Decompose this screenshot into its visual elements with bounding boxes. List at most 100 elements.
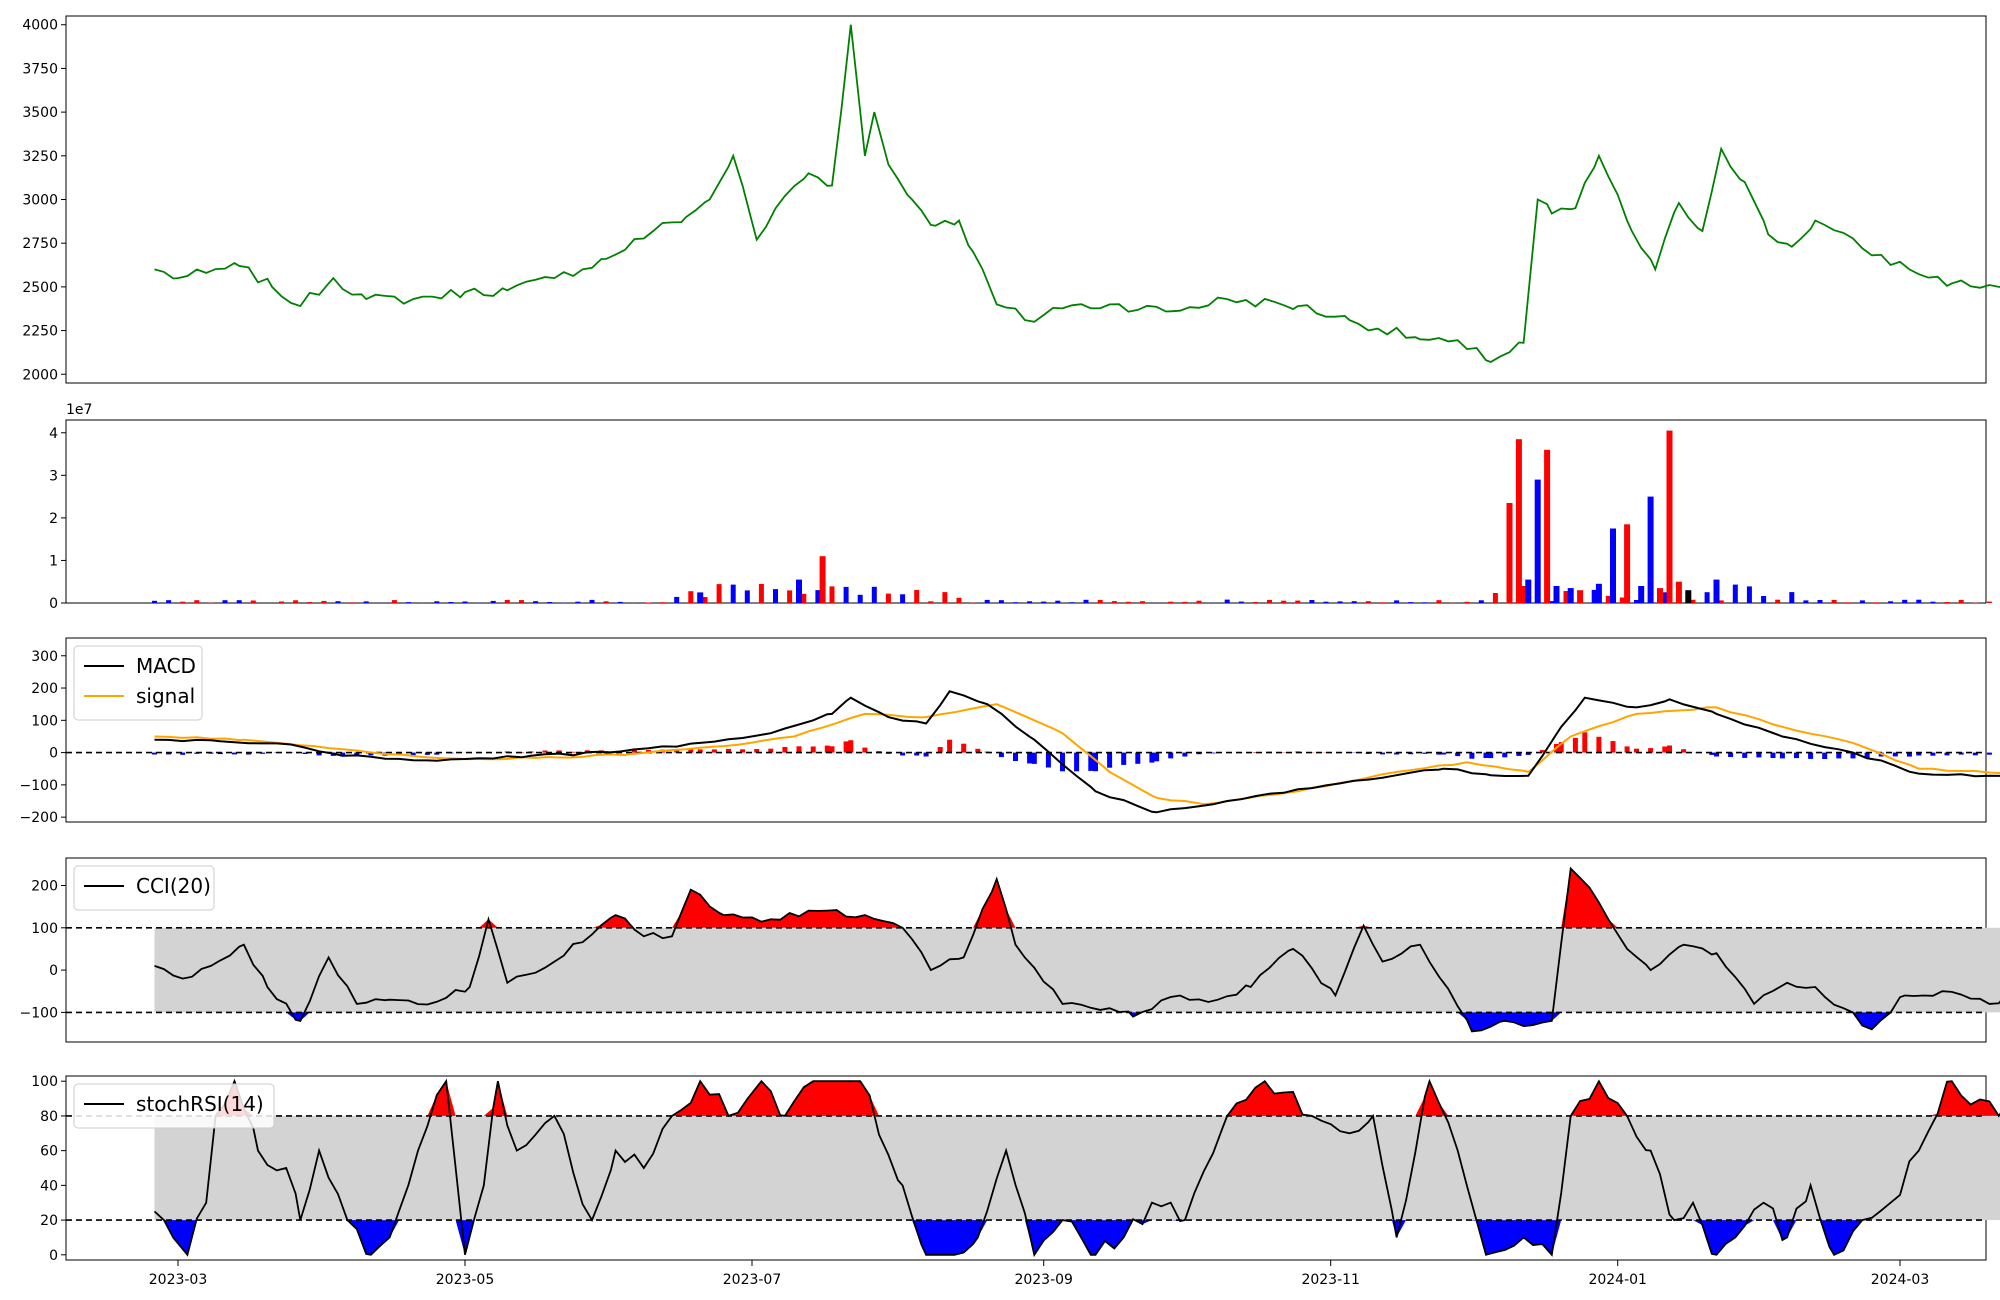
macd-histogram-bar — [1149, 752, 1155, 763]
macd-histogram-bar — [1455, 752, 1461, 757]
macd-histogram-bar — [1031, 752, 1037, 764]
stochrsi-ytick-label: 80 — [40, 1109, 58, 1125]
volume-bar — [1515, 439, 1522, 603]
volume-bar — [702, 597, 708, 603]
volume-bar — [1657, 588, 1663, 603]
volume-bar — [1874, 602, 1879, 603]
volume-bar — [1224, 599, 1230, 603]
macd-histogram-bar — [1168, 752, 1174, 759]
macd-histogram-bar — [1742, 752, 1748, 758]
volume-bar — [617, 601, 623, 603]
volume-bar — [335, 601, 341, 603]
volume-bar — [1027, 601, 1033, 603]
price-ytick-label: 2000 — [22, 367, 58, 383]
macd-histogram-bar — [1525, 752, 1531, 755]
volume-bar — [1845, 602, 1851, 603]
volume-bar — [575, 601, 581, 603]
macd-histogram-bar — [1060, 752, 1065, 772]
macd-ytick-label: −200 — [20, 810, 58, 826]
macd-histogram-bar — [1822, 752, 1828, 759]
volume-bar — [1521, 586, 1527, 603]
volume-bar — [1013, 602, 1018, 603]
volume-bar — [504, 599, 510, 603]
macd-histogram-bar — [1394, 752, 1400, 755]
volume-bar — [1394, 600, 1400, 603]
volume-bar — [716, 584, 722, 603]
macd-histogram-bar — [340, 752, 346, 757]
volume-bar — [1267, 599, 1272, 603]
volume-bar — [1125, 601, 1131, 603]
volume-bar — [236, 600, 242, 603]
volume-bar — [363, 601, 369, 603]
macd-histogram-bar — [1667, 745, 1672, 753]
volume-bar — [1408, 602, 1414, 603]
volume-bar — [1309, 600, 1315, 603]
volume-bar — [1732, 584, 1738, 603]
macd-histogram-bar — [1906, 752, 1912, 757]
volume-bar — [829, 586, 835, 603]
macd-histogram-bar — [1681, 749, 1687, 753]
x-tick-label: 2023-11 — [1301, 1272, 1360, 1288]
volume-bar — [1422, 602, 1428, 603]
volume-bar — [819, 556, 826, 603]
macd-histogram-bar — [1864, 752, 1870, 759]
macd-histogram-bar — [1469, 752, 1475, 759]
macd-histogram-bar — [824, 745, 830, 753]
macd-histogram-bar — [1794, 752, 1799, 759]
volume-bar — [1281, 600, 1287, 603]
volume-bar — [984, 599, 990, 603]
volume-bar — [1380, 602, 1385, 603]
stochrsi-ytick-label: 0 — [49, 1248, 58, 1264]
volume-bar — [1775, 599, 1781, 603]
macd-histogram-bar — [1662, 746, 1668, 753]
macd-histogram-bar — [998, 752, 1004, 758]
x-tick-label: 2024-01 — [1588, 1272, 1647, 1288]
volume-bar — [744, 590, 750, 603]
volume-bar — [1436, 600, 1442, 603]
volume-bar — [1916, 599, 1922, 603]
cci-overbought-fill — [1561, 868, 1618, 928]
volume-bar — [1182, 601, 1188, 603]
volume-bar — [956, 597, 962, 603]
volume-bar — [1624, 524, 1631, 603]
volume-bar — [1591, 589, 1597, 603]
macd-histogram-bar — [246, 752, 252, 755]
volume-bar — [1534, 479, 1541, 603]
price-axes-frame — [65, 15, 1987, 384]
stochrsi-ytick-label: 100 — [31, 1074, 58, 1090]
volume-bar — [1789, 592, 1795, 603]
macd-histogram-bar — [848, 740, 854, 753]
volume-bar — [1295, 600, 1301, 603]
volume-bar — [1544, 449, 1551, 603]
stochrsi-overbought-fill — [1227, 1081, 1312, 1116]
macd-histogram-bar — [1422, 752, 1428, 754]
volume-bar — [194, 600, 200, 603]
macd-histogram-bar — [1808, 752, 1814, 759]
cci-overbought-fill — [479, 919, 498, 928]
volume-bar — [815, 590, 821, 603]
cci-legend-box — [73, 865, 215, 911]
macd-histogram-bar — [1436, 752, 1442, 755]
volume-bar — [462, 601, 468, 603]
stochrsi-line — [153, 1078, 2000, 1258]
macd-histogram-bar — [975, 748, 981, 753]
macd-histogram-bar — [1502, 752, 1508, 758]
macd-histogram-bar — [923, 752, 929, 757]
volume-bar — [660, 602, 666, 603]
volume-bar — [1595, 583, 1602, 603]
cci-band — [154, 927, 2000, 1013]
price-line — [154, 24, 2000, 363]
volume-bar — [843, 586, 849, 603]
macd-histogram-bar — [1013, 752, 1018, 761]
volume-bar — [1690, 599, 1696, 603]
volume-bar — [1464, 601, 1470, 603]
volume-axes-frame — [65, 419, 1987, 604]
volume-bar — [1055, 600, 1061, 603]
volume-bar — [307, 602, 313, 603]
macd-histogram-bar — [542, 750, 548, 753]
volume-bar — [1069, 602, 1075, 603]
volume-bar — [1888, 601, 1894, 603]
volume-bar — [349, 602, 355, 603]
macd-histogram-bar — [1916, 752, 1922, 756]
stochrsi-oversold-fill — [455, 1220, 475, 1255]
